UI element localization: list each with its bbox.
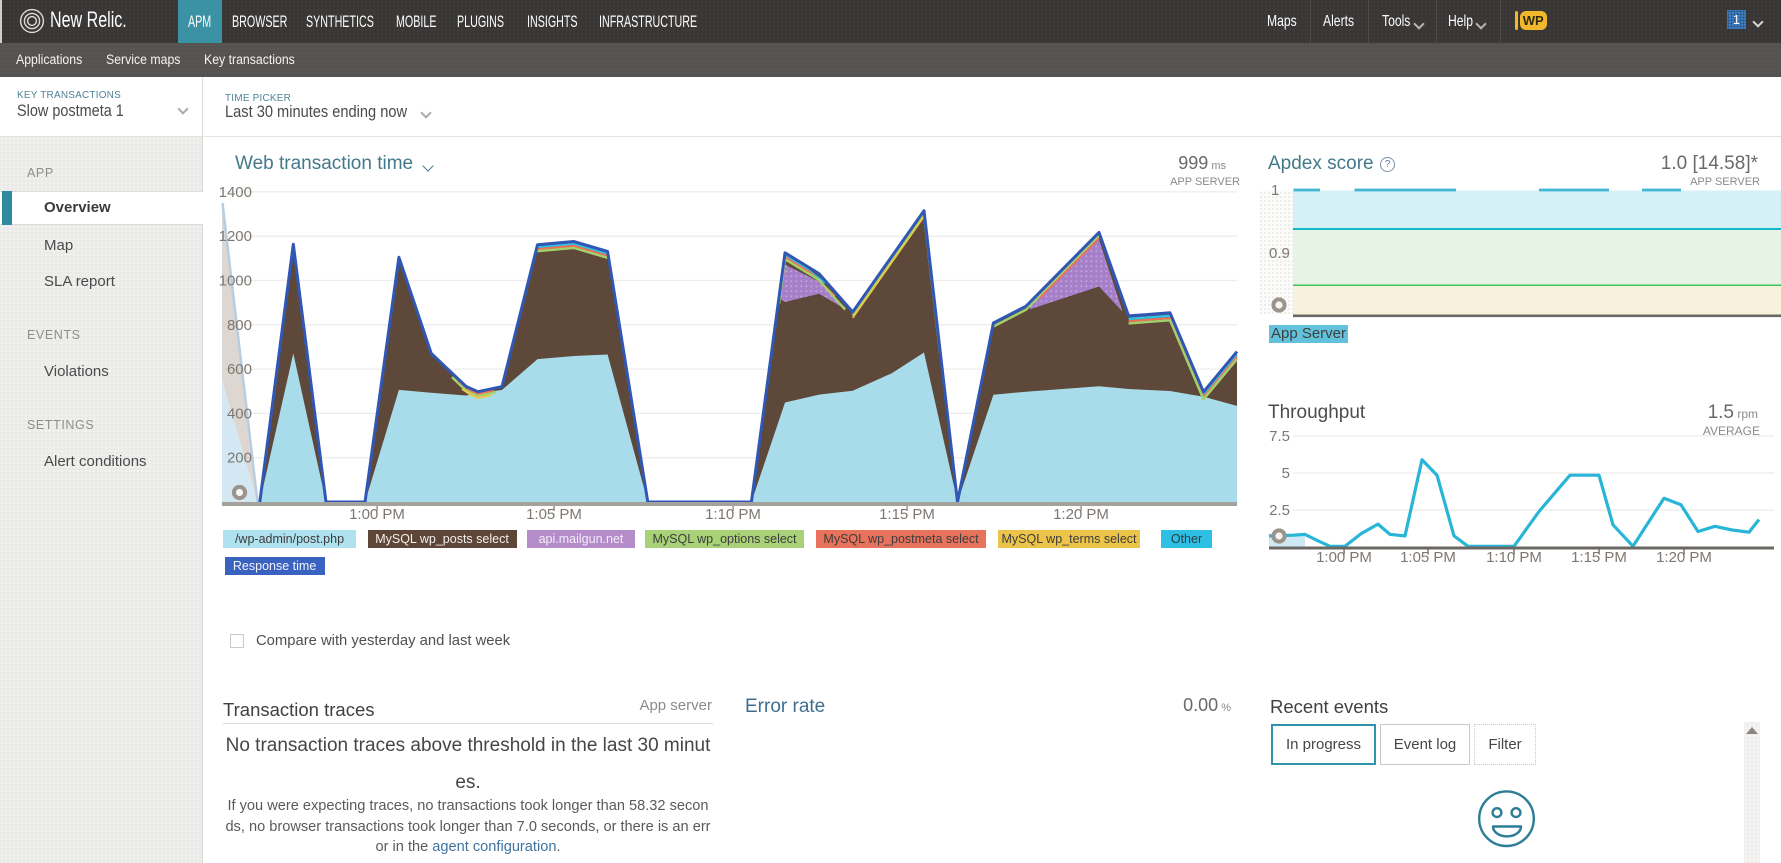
svg-text:600: 600 [227,361,252,378]
svg-text:0.9: 0.9 [1269,245,1290,262]
svg-text:400: 400 [227,405,252,422]
svg-text:1400: 1400 [219,184,252,201]
svg-text:1:20 PM: 1:20 PM [1053,506,1109,523]
svg-text:1:05 PM: 1:05 PM [1400,549,1456,566]
svg-text:1000: 1000 [219,273,252,290]
svg-text:1:20 PM: 1:20 PM [1656,549,1712,566]
svg-text:200: 200 [227,450,252,467]
svg-text:5: 5 [1282,465,1290,482]
svg-text:1:10 PM: 1:10 PM [705,506,761,523]
svg-text:1: 1 [1271,182,1279,199]
svg-text:2.5: 2.5 [1269,502,1290,519]
svg-text:1:15 PM: 1:15 PM [1571,549,1627,566]
svg-text:7.5: 7.5 [1269,428,1290,445]
svg-text:1200: 1200 [219,228,252,245]
svg-text:1:10 PM: 1:10 PM [1486,549,1542,566]
svg-text:1:00 PM: 1:00 PM [1316,549,1372,566]
svg-text:1:15 PM: 1:15 PM [879,506,935,523]
svg-text:1:05 PM: 1:05 PM [526,506,582,523]
svg-text:800: 800 [227,317,252,334]
svg-text:1:00 PM: 1:00 PM [349,506,405,523]
